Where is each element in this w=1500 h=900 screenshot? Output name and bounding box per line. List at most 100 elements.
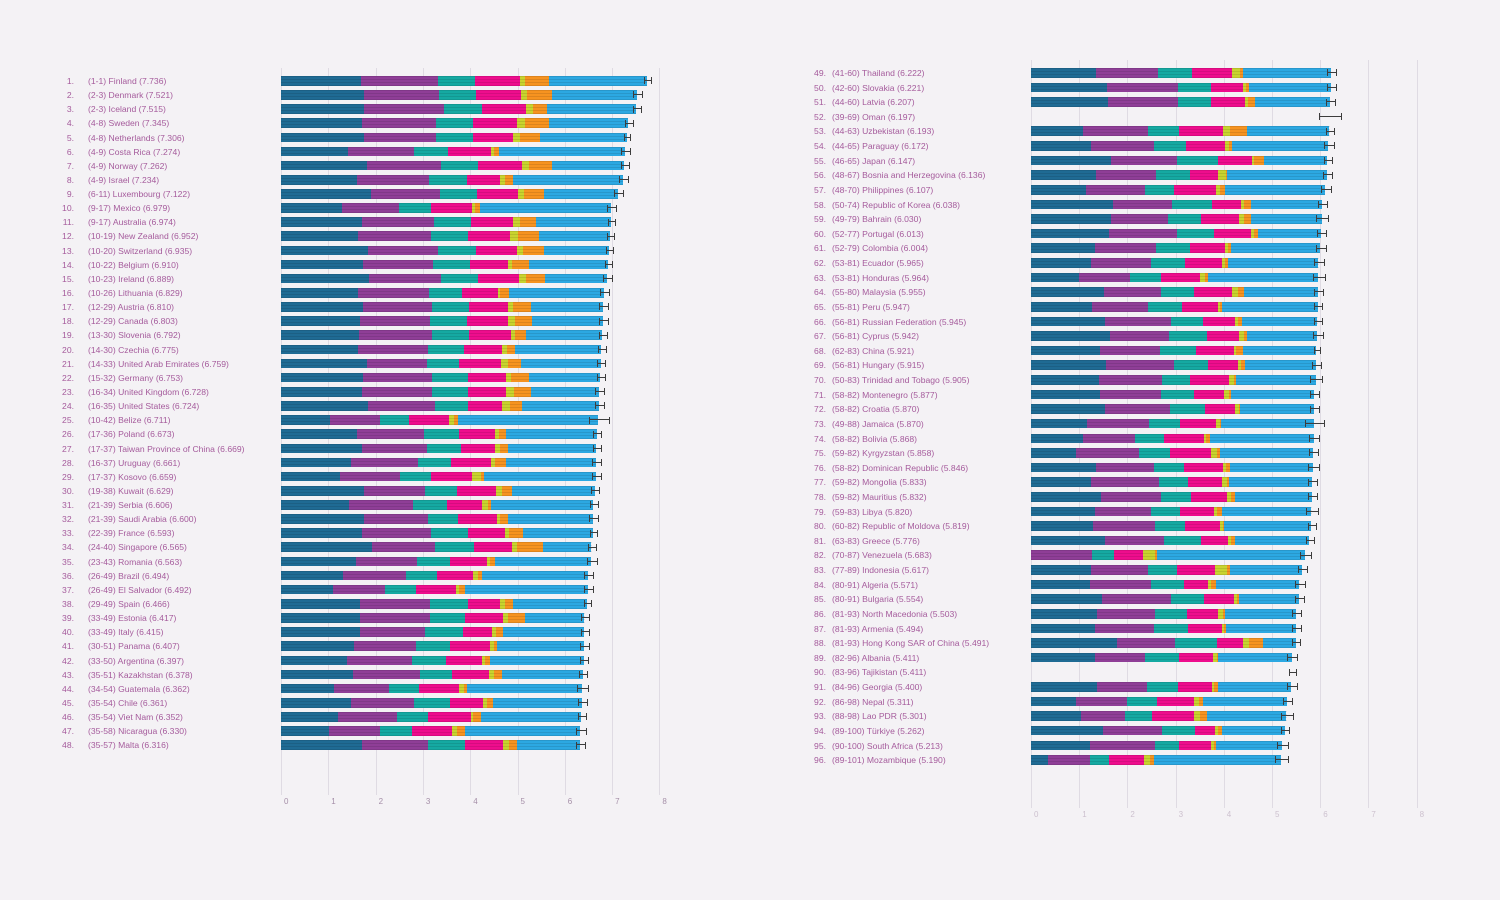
country-label: (80-91) Algeria (5.571) <box>832 579 918 590</box>
bar-segment-magenta <box>468 386 506 397</box>
country-rank: 50. <box>814 82 826 93</box>
country-row: 68. (62-83) China (5.921) <box>0 345 1500 358</box>
country-row: 85. (80-91) Bulgaria (5.554) <box>0 594 1500 606</box>
bar-segment-lime <box>1234 594 1237 604</box>
bar-segment-dark-blue <box>1031 345 1100 356</box>
bar-segment-teal <box>439 189 477 199</box>
country-rank: 25. <box>62 415 74 426</box>
bar-segment-purple <box>362 443 427 454</box>
country-row: 84. (80-91) Algeria (5.571) <box>0 579 1500 592</box>
country-label: (16-35) United States (6.724) <box>88 401 200 412</box>
bar-segment-purple <box>363 372 432 383</box>
score-bar <box>1031 404 1314 414</box>
bar-segment-purple <box>357 429 425 439</box>
country-rank: 1. <box>66 76 74 86</box>
bar-segment-magenta <box>474 76 520 86</box>
bar-segment-light-blue <box>517 740 580 750</box>
bar-segment-purple <box>364 132 437 143</box>
score-bar <box>1031 696 1287 707</box>
bar-segment-teal <box>433 217 471 227</box>
bar-segment-lime <box>1239 331 1244 341</box>
confidence-interval-whisker <box>590 487 601 495</box>
score-bar <box>1031 477 1313 487</box>
bar-segment-teal <box>1147 682 1179 692</box>
bar-segment-dark-blue <box>281 485 364 496</box>
bar-segment-light-blue <box>1228 258 1319 268</box>
country-label: (81-93) Hong Kong SAR of China (5.491) <box>832 638 990 649</box>
confidence-interval-whisker <box>1309 376 1324 384</box>
country-rank: 92. <box>814 696 826 707</box>
bar-segment-lime <box>504 528 509 538</box>
country-rank: 32. <box>62 514 74 525</box>
score-bar <box>1031 579 1300 590</box>
bar-segment-light-blue <box>543 542 592 553</box>
bar-segment-orange <box>487 500 492 510</box>
country-row: 55. (46-65) Japan (6.147) <box>0 155 1500 168</box>
bar-segment-dark-blue <box>281 528 362 538</box>
country-row: 60. (52-77) Portugal (6.013) <box>0 228 1500 241</box>
bar-segment-light-blue <box>495 556 592 567</box>
bar-segment-orange <box>1229 389 1232 400</box>
bar-segment-orange <box>1222 521 1224 531</box>
bar-segment-light-blue <box>544 189 618 199</box>
bar-segment-lime <box>1225 243 1228 254</box>
confidence-interval-whisker <box>579 670 588 678</box>
bar-segment-purple <box>1095 68 1158 78</box>
bar-segment-light-blue <box>1240 404 1314 414</box>
bar-segment-purple <box>342 203 400 213</box>
bar-segment-orange <box>480 471 485 482</box>
bar-segment-orange <box>523 189 545 199</box>
bar-segment-teal <box>389 683 420 694</box>
bar-segment-purple <box>362 259 434 270</box>
bar-segment-orange <box>1253 228 1258 239</box>
bar-segment-purple <box>357 174 430 185</box>
bar-segment-light-blue <box>1225 608 1297 619</box>
bar-segment-orange <box>1149 755 1154 765</box>
bar-segment-purple <box>1105 535 1164 546</box>
country-rank: 13. <box>62 245 74 256</box>
bar-segment-teal <box>1157 68 1192 78</box>
bar-segment-lime <box>481 500 488 510</box>
bar-segment-dark-blue <box>1031 696 1076 707</box>
bar-segment-orange <box>514 386 531 397</box>
confidence-interval-whisker <box>1322 171 1333 179</box>
bar-segment-teal <box>1175 638 1217 648</box>
country-label: (6-11) Luxembourg (7.122) <box>88 189 191 200</box>
country-rank: 4. <box>66 118 74 129</box>
bar-segment-orange <box>1226 170 1228 180</box>
country-label: (35-57) Malta (6.316) <box>88 740 169 751</box>
bar-segment-orange <box>508 358 521 369</box>
country-label: (88-98) Lao PDR (5.301) <box>832 711 927 722</box>
confidence-interval-whisker <box>619 176 629 184</box>
confidence-interval-whisker <box>605 246 615 254</box>
bar-segment-purple <box>1102 594 1171 604</box>
bar-segment-orange <box>1155 550 1158 561</box>
bar-segment-orange <box>514 316 532 326</box>
country-rank: 18. <box>62 316 74 327</box>
bar-segment-teal <box>1161 287 1194 297</box>
country-rank: 30. <box>62 485 74 496</box>
bar-segment-purple <box>1075 448 1139 458</box>
country-row: 69. (56-81) Hungary (5.915) <box>0 360 1500 372</box>
confidence-interval-whisker <box>583 572 595 580</box>
bar-segment-orange <box>510 372 530 383</box>
bar-segment-lime <box>1221 623 1224 634</box>
score-bar <box>1031 638 1296 648</box>
bar-segment-teal <box>396 712 429 722</box>
axis-tick-label: 5 <box>1275 810 1280 819</box>
bar-segment-lime <box>518 273 526 284</box>
bar-segment-dark-blue <box>1031 740 1091 751</box>
country-label: (53-81) Ecuador (5.965) <box>832 258 924 269</box>
confidence-interval-whisker <box>575 727 588 735</box>
country-rank: 72. <box>814 404 826 415</box>
bar-segment-magenta <box>456 485 497 496</box>
bar-segment-orange <box>499 288 509 298</box>
bar-segment-magenta <box>1184 462 1223 473</box>
confidence-interval-whisker <box>596 359 607 367</box>
bar-segment-dark-blue <box>1031 477 1092 487</box>
bar-segment-lime <box>505 372 511 383</box>
country-row: 74. (58-82) Bolivia (5.868) <box>0 433 1500 446</box>
bar-segment-dark-blue <box>281 316 361 326</box>
bar-segment-lime <box>1242 82 1246 93</box>
bar-segment-purple <box>1047 755 1091 765</box>
